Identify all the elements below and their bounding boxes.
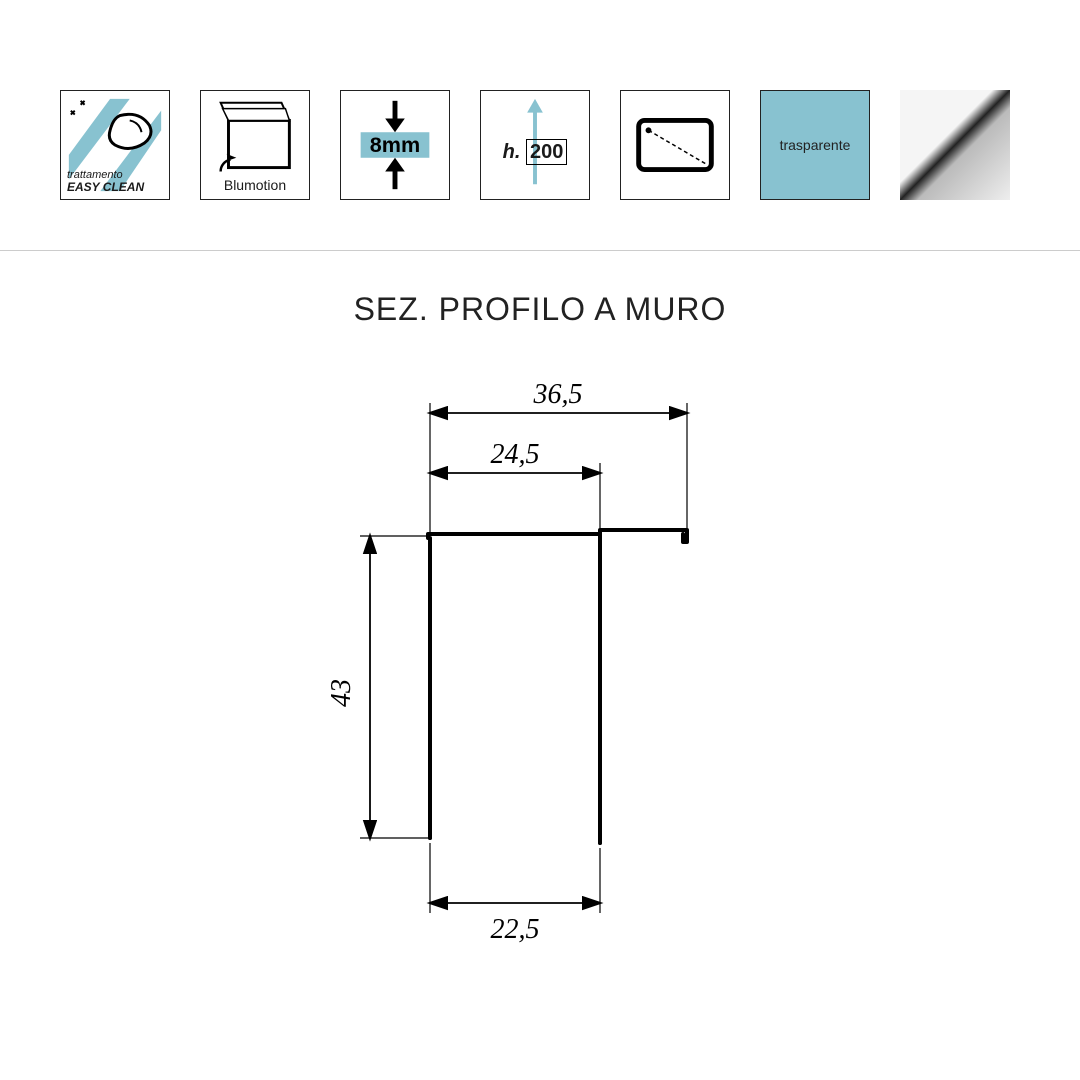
blumotion-label: Blumotion: [201, 177, 309, 193]
blumotion-icon: Blumotion: [200, 90, 310, 200]
easyclean-line2: EASY CLEAN: [67, 181, 144, 193]
dim-bottom: 22,5: [491, 914, 540, 945]
chrome-swatch: [900, 90, 1010, 200]
thickness-icon: 8mm: [340, 90, 450, 200]
dim-height: 43: [326, 679, 357, 707]
profile-diagram: 36,5 24,5 43 22,5: [240, 358, 840, 978]
height-value: 200: [526, 139, 567, 165]
transparent-label: trasparente: [780, 137, 851, 153]
thickness-label: 8mm: [370, 132, 420, 157]
easy-clean-icon: trattamento EASY CLEAN: [60, 90, 170, 200]
dim-top-inner: 24,5: [491, 439, 540, 470]
profile-diagram-section: SEZ. PROFILO A MURO 36,5 24,5 43: [0, 251, 1080, 978]
height-prefix: h.: [503, 141, 521, 163]
footprint-icon: [620, 90, 730, 200]
transparent-swatch: trasparente: [760, 90, 870, 200]
feature-icons-row: trattamento EASY CLEAN Blumotion 8mm: [0, 0, 1080, 240]
dim-top-outer: 36,5: [533, 379, 583, 410]
height-icon: h. 200: [480, 90, 590, 200]
diagram-title: SEZ. PROFILO A MURO: [60, 291, 1020, 328]
